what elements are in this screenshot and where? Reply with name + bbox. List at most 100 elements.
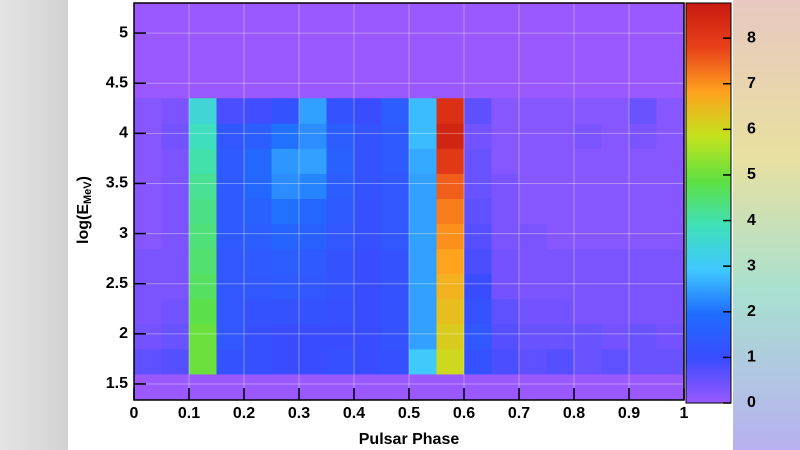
- heat-cell: [271, 273, 300, 300]
- heat-cell: [161, 173, 190, 199]
- y-axis-title: log(EMeV): [75, 176, 94, 244]
- heat-cell: [409, 98, 437, 124]
- heat-cell: [656, 98, 685, 124]
- heat-cell: [574, 248, 602, 275]
- heat-cell: [409, 173, 437, 199]
- heat-cell: [464, 273, 492, 300]
- heat-cell: [216, 298, 245, 325]
- heat-cell: [189, 223, 217, 250]
- heat-cell: [601, 273, 630, 300]
- x-tick-label: 0.6: [453, 405, 475, 422]
- heat-cell: [409, 298, 437, 325]
- heat-cell: [656, 323, 685, 350]
- heat-cell: [629, 273, 657, 300]
- heat-cell: [271, 298, 300, 325]
- heat-cell: [574, 173, 602, 199]
- heat-cell: [244, 223, 272, 250]
- heat-cell: [189, 298, 217, 325]
- heat-cell: [271, 148, 300, 174]
- heat-cell: [189, 198, 217, 225]
- heat-cell: [161, 323, 190, 350]
- heat-cell: [546, 198, 575, 225]
- heat-cell: [546, 123, 575, 149]
- heat-cell: [299, 273, 327, 300]
- heat-cell: [189, 273, 217, 300]
- heat-cell: [299, 173, 327, 199]
- heat-cell: [244, 248, 272, 275]
- heat-cell: [491, 123, 520, 149]
- heat-cell: [519, 173, 547, 199]
- heat-cell: [436, 323, 465, 350]
- heat-cell: [216, 323, 245, 350]
- heat-cell: [519, 248, 547, 275]
- heat-cell: [629, 248, 657, 275]
- heat-cell: [491, 298, 520, 325]
- heat-cell: [134, 123, 162, 149]
- heat-cell: [629, 198, 657, 225]
- heat-cell: [464, 223, 492, 250]
- heat-cell: [519, 148, 547, 174]
- heat-cell: [161, 348, 190, 375]
- heat-cell: [409, 323, 437, 350]
- heat-cell: [491, 173, 520, 199]
- heat-cell: [409, 348, 437, 375]
- heat-cell: [244, 198, 272, 225]
- heat-cell: [161, 273, 190, 300]
- side-panel: [0, 0, 68, 450]
- heat-cell: [216, 198, 245, 225]
- y-tick-label: 2: [119, 325, 128, 342]
- colorbar-tick-label: 2: [747, 303, 756, 320]
- heat-cell: [436, 348, 465, 375]
- heat-cell: [189, 123, 217, 149]
- heat-cell: [519, 298, 547, 325]
- heat-cell: [656, 298, 685, 325]
- heat-cell: [299, 198, 327, 225]
- heat-cell: [271, 323, 300, 350]
- heat-cell: [519, 123, 547, 149]
- y-tick-label: 3: [119, 225, 128, 242]
- heat-cell: [546, 173, 575, 199]
- colorbar: [685, 2, 732, 404]
- heat-cell: [189, 323, 217, 350]
- heat-cell: [629, 173, 657, 199]
- heat-cell: [244, 98, 272, 124]
- x-tick-label: 0.1: [178, 405, 200, 422]
- heat-cell: [574, 273, 602, 300]
- heat-cell: [189, 98, 217, 124]
- heat-cell: [464, 348, 492, 375]
- heat-cell: [464, 148, 492, 174]
- heat-cell: [216, 348, 245, 375]
- heat-cell: [381, 148, 410, 174]
- heat-cell: [354, 148, 382, 174]
- heat-cell: [464, 198, 492, 225]
- x-tick-label: 0.7: [508, 405, 530, 422]
- heat-cell: [629, 298, 657, 325]
- heat-cell: [464, 123, 492, 149]
- heat-cell: [656, 148, 685, 174]
- heat-cell: [299, 348, 327, 375]
- heat-cell: [189, 173, 217, 199]
- heat-cell: [271, 123, 300, 149]
- heat-cell: [409, 223, 437, 250]
- heat-cell: [354, 98, 382, 124]
- heat-cell: [436, 223, 465, 250]
- colorbar-tick-label: 1: [747, 349, 756, 366]
- heat-cell: [354, 173, 382, 199]
- heat-cell: [161, 98, 190, 124]
- heat-cell: [354, 323, 382, 350]
- heat-cell: [299, 298, 327, 325]
- heat-cell: [491, 248, 520, 275]
- heat-cell: [271, 248, 300, 275]
- heat-cell: [299, 123, 327, 149]
- heat-cell: [134, 173, 162, 199]
- heat-cell: [601, 298, 630, 325]
- heat-cell: [134, 248, 162, 275]
- heat-cell: [161, 123, 190, 149]
- heat-cell: [436, 98, 465, 124]
- heat-cell: [216, 148, 245, 174]
- heat-cell: [381, 173, 410, 199]
- heat-cell: [244, 123, 272, 149]
- heat-cell: [244, 173, 272, 199]
- x-axis-title: Pulsar Phase: [359, 431, 460, 448]
- heat-cell: [271, 98, 300, 124]
